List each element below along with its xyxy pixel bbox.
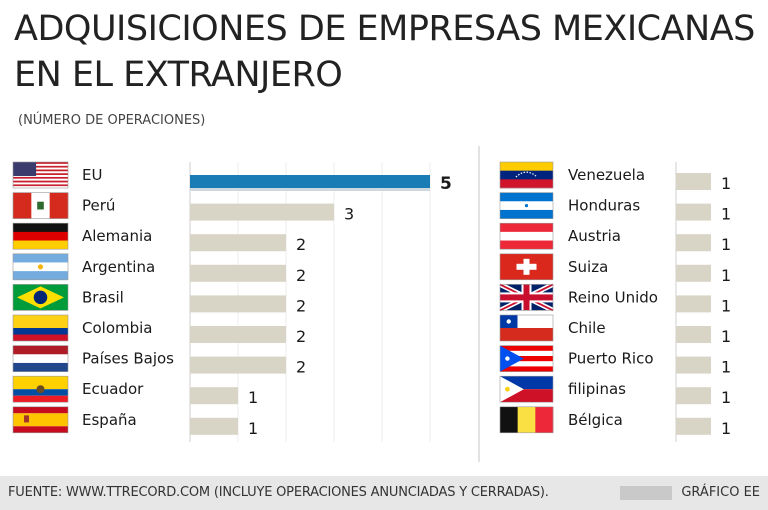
category-label: Reino Unido <box>568 288 658 306</box>
bar <box>676 356 711 374</box>
value-label: 1 <box>721 358 731 377</box>
ecuador-flag-icon <box>12 375 69 403</box>
graphic-credit: GRÁFICO EE <box>681 485 760 500</box>
bar <box>676 295 711 313</box>
netherlands-flag-icon <box>12 345 69 372</box>
bar <box>190 264 286 282</box>
category-label: Argentina <box>82 258 155 276</box>
philippines-flag-icon <box>499 375 554 403</box>
redacted-block <box>620 486 672 500</box>
category-label: Ecuador <box>82 380 144 398</box>
value-label: 1 <box>721 296 731 315</box>
bar <box>676 417 711 435</box>
chart-title: ADQUISICIONES DE EMPRESAS MEXICANAS EN E… <box>14 9 755 95</box>
bar <box>676 173 711 190</box>
bar <box>190 175 430 189</box>
brazil-flag-icon <box>12 284 69 311</box>
bar <box>676 264 711 282</box>
category-label: Alemania <box>82 227 152 245</box>
category-label: Suiza <box>568 258 608 276</box>
value-label: 2 <box>296 358 306 377</box>
category-label: España <box>82 411 137 429</box>
bar <box>676 203 711 221</box>
value-label: 2 <box>296 296 306 315</box>
bar <box>190 326 286 343</box>
value-label: 1 <box>248 388 258 407</box>
chart-subtitle: (NÚMERO DE OPERACIONES) <box>18 113 206 128</box>
bar <box>190 234 286 252</box>
category-label: EU <box>82 166 102 184</box>
colombia-flag-icon <box>12 314 69 342</box>
category-label: Bélgica <box>568 411 623 429</box>
argentina-flag-icon <box>12 253 69 281</box>
usa-flag-icon <box>12 161 69 189</box>
value-label: 1 <box>721 174 731 193</box>
uk-flag-icon <box>498 282 555 313</box>
bar <box>190 387 238 405</box>
bar <box>676 387 711 405</box>
value-label: 1 <box>248 419 258 438</box>
category-label: Chile <box>568 319 606 337</box>
value-label: 1 <box>721 205 731 224</box>
category-label: Brasil <box>82 288 124 306</box>
category-label: Perú <box>82 197 115 215</box>
germany-flag-icon <box>12 222 69 250</box>
category-label: Países Bajos <box>82 350 174 368</box>
value-label: 2 <box>296 235 306 254</box>
bar <box>190 356 286 374</box>
chile-flag-icon <box>499 314 554 342</box>
value-label: 5 <box>440 174 452 194</box>
value-label: 2 <box>296 266 306 285</box>
honduras-flag-icon <box>499 192 554 219</box>
austria-flag-icon <box>499 222 554 250</box>
bar <box>190 203 334 221</box>
value-label: 3 <box>344 205 354 224</box>
value-label: 1 <box>721 327 731 346</box>
category-label: Colombia <box>82 319 153 337</box>
venezuela-flag-icon <box>499 161 554 189</box>
bar-shadow <box>190 188 430 191</box>
category-label: Puerto Rico <box>568 350 654 368</box>
belgium-flag-icon <box>499 406 554 434</box>
category-label: Austria <box>568 227 621 245</box>
source-note: FUENTE: WWW.TTRECORD.COM (INCLUYE OPERAC… <box>8 485 549 500</box>
bar <box>676 234 711 252</box>
value-label: 1 <box>721 235 731 254</box>
puerto-rico-flag-icon <box>499 345 554 372</box>
switzerland-flag-icon <box>499 253 554 281</box>
bar <box>190 417 238 435</box>
category-label: filipinas <box>568 380 626 398</box>
bar <box>676 326 711 343</box>
bar <box>190 295 286 313</box>
value-label: 2 <box>296 327 306 346</box>
value-label: 1 <box>721 266 731 285</box>
peru-flag-icon <box>12 192 69 219</box>
value-label: 1 <box>721 388 731 407</box>
category-label: Honduras <box>568 197 640 215</box>
bar-chart: EU 5 Perú 3 Alemania 2 Argentina 2 Brasil 2 Colomb… <box>12 146 731 462</box>
category-label: Venezuela <box>568 166 645 184</box>
spain-flag-icon <box>12 406 69 434</box>
value-label: 1 <box>721 419 731 438</box>
